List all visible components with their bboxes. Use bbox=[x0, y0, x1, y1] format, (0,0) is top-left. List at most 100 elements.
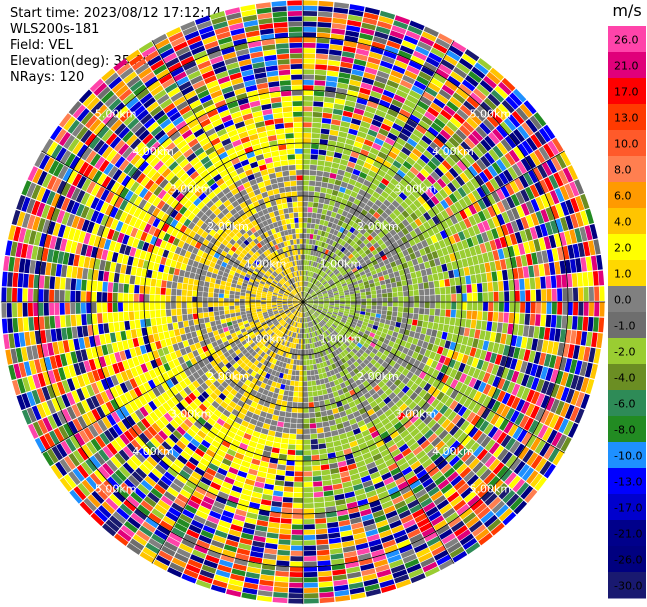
velocity-gate bbox=[529, 152, 541, 166]
velocity-gate bbox=[383, 338, 390, 345]
velocity-gate bbox=[313, 491, 324, 498]
velocity-gate bbox=[269, 386, 276, 393]
velocity-gate bbox=[310, 290, 314, 295]
velocity-gate bbox=[496, 322, 503, 333]
velocity-gate bbox=[482, 252, 489, 263]
velocity-gate bbox=[380, 430, 390, 439]
velocity-gate bbox=[8, 364, 17, 381]
velocity-gate bbox=[265, 413, 273, 420]
velocity-gate bbox=[114, 352, 122, 363]
velocity-gate bbox=[329, 245, 335, 252]
velocity-gate bbox=[326, 188, 333, 195]
velocity-gate bbox=[449, 152, 460, 164]
velocity-gate bbox=[512, 268, 519, 280]
velocity-gate bbox=[257, 438, 266, 445]
velocity-gate bbox=[294, 316, 298, 322]
velocity-gate bbox=[360, 121, 371, 129]
velocity-gate bbox=[260, 394, 267, 401]
velocity-gate bbox=[303, 286, 305, 292]
velocity-gate bbox=[124, 391, 134, 403]
velocity-gate bbox=[158, 430, 169, 441]
velocity-gate bbox=[432, 181, 443, 192]
velocity-gate bbox=[240, 328, 247, 334]
velocity-gate bbox=[290, 418, 297, 424]
velocity-gate bbox=[366, 421, 375, 429]
velocity-gate bbox=[472, 368, 481, 379]
velocity-gate bbox=[303, 402, 309, 408]
velocity-gate bbox=[508, 279, 515, 291]
velocity-gate bbox=[337, 274, 343, 279]
velocity-gate bbox=[305, 312, 307, 318]
velocity-gate bbox=[130, 367, 139, 378]
velocity-gate bbox=[187, 314, 194, 321]
velocity-gate bbox=[476, 84, 490, 97]
velocity-gate bbox=[306, 260, 310, 266]
velocity-gate bbox=[294, 471, 303, 477]
velocity-gate bbox=[278, 318, 284, 323]
velocity-gate bbox=[471, 283, 478, 293]
velocity-gate bbox=[550, 369, 559, 383]
velocity-gate bbox=[276, 469, 286, 476]
velocity-gate bbox=[517, 446, 530, 460]
velocity-gate bbox=[382, 89, 395, 99]
velocity-gate bbox=[319, 362, 325, 368]
velocity-gate bbox=[553, 416, 564, 431]
velocity-gate bbox=[567, 344, 575, 359]
velocity-gate bbox=[338, 323, 344, 328]
velocity-gate bbox=[359, 220, 366, 228]
velocity-gate bbox=[314, 331, 318, 337]
velocity-gate bbox=[393, 271, 400, 277]
velocity-gate bbox=[201, 391, 210, 400]
velocity-gate bbox=[257, 349, 263, 356]
velocity-gate bbox=[190, 424, 200, 434]
velocity-gate bbox=[291, 332, 295, 338]
velocity-gate bbox=[318, 197, 325, 204]
velocity-gate bbox=[448, 325, 455, 334]
velocity-gate bbox=[392, 306, 398, 312]
velocity-gate bbox=[400, 201, 409, 210]
velocity-gate bbox=[458, 220, 467, 231]
velocity-gate bbox=[503, 421, 514, 434]
velocity-gate bbox=[234, 404, 243, 412]
velocity-gate bbox=[377, 271, 384, 278]
velocity-gate bbox=[424, 111, 436, 122]
velocity-gate bbox=[393, 94, 406, 104]
velocity-gate bbox=[262, 558, 276, 566]
velocity-gate bbox=[429, 540, 444, 552]
velocity-gate bbox=[314, 312, 319, 317]
velocity-gate bbox=[447, 182, 457, 193]
velocity-gate bbox=[297, 402, 303, 408]
velocity-gate bbox=[298, 328, 301, 334]
velocity-gate bbox=[352, 450, 362, 458]
velocity-gate bbox=[436, 265, 443, 273]
velocity-gate bbox=[421, 341, 429, 349]
velocity-gate bbox=[366, 533, 380, 542]
velocity-gate bbox=[427, 385, 436, 395]
velocity-gate bbox=[450, 285, 456, 294]
velocity-gate bbox=[402, 406, 412, 416]
velocity-gate bbox=[210, 321, 216, 327]
velocity-gate bbox=[293, 304, 299, 307]
velocity-gate bbox=[316, 170, 324, 177]
velocity-gate bbox=[317, 438, 326, 444]
velocity-gate bbox=[558, 232, 567, 246]
velocity-gate bbox=[275, 329, 280, 335]
velocity-gate bbox=[342, 176, 350, 184]
velocity-gate bbox=[333, 218, 340, 225]
velocity-gate bbox=[320, 312, 326, 317]
velocity-gate bbox=[440, 374, 449, 384]
velocity-gate bbox=[427, 419, 437, 429]
velocity-gate bbox=[283, 306, 288, 309]
velocity-gate bbox=[229, 490, 241, 499]
velocity-gate bbox=[402, 312, 408, 319]
velocity-gate bbox=[357, 279, 363, 284]
velocity-gate bbox=[560, 387, 570, 402]
velocity-gate bbox=[482, 302, 488, 312]
velocity-gate bbox=[337, 514, 350, 522]
velocity-gate bbox=[161, 316, 167, 325]
velocity-gate bbox=[213, 364, 221, 372]
velocity-gate bbox=[331, 386, 337, 393]
velocity-gate bbox=[312, 296, 318, 299]
velocity-gate bbox=[293, 327, 297, 333]
velocity-gate bbox=[473, 391, 482, 402]
